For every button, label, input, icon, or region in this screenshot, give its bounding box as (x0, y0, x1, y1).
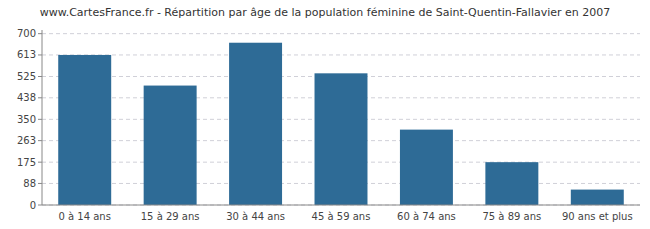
y-tick-label: 175 (17, 157, 36, 168)
chart-svg: www.CartesFrance.fr - Répartition par âg… (0, 0, 650, 229)
grid-line (42, 54, 640, 55)
y-tick-label: 88 (23, 178, 36, 189)
title: www.CartesFrance.fr - Répartition par âg… (40, 6, 611, 19)
y-tick-label: 350 (17, 114, 36, 125)
y-tick (38, 162, 42, 163)
y-tick (38, 205, 42, 206)
bar (571, 190, 624, 205)
grid-line (42, 205, 640, 206)
y-tick (38, 183, 42, 184)
y-tick (38, 76, 42, 77)
y-tick (38, 119, 42, 120)
x-tick-label: 15 à 29 ans (141, 211, 200, 222)
bars (58, 43, 624, 205)
x-tick-label: 45 à 59 ans (312, 211, 371, 222)
x-tick-label: 60 à 74 ans (397, 211, 456, 222)
y-tick (38, 97, 42, 98)
y-axis-line (42, 30, 43, 205)
grid-line (42, 33, 640, 34)
y-tick-label: 263 (17, 135, 36, 146)
bar (400, 130, 453, 205)
y-tick-label: 0 (30, 200, 36, 211)
x-tick-label: 0 à 14 ans (58, 211, 110, 222)
x-tick-label: 75 à 89 ans (482, 211, 541, 222)
x-tick-label: 90 ans et plus (562, 211, 633, 222)
y-axis: 0 88 175 263 350 438 525 613 700 (17, 28, 42, 210)
y-tick-label: 613 (17, 49, 36, 60)
bar (315, 73, 368, 205)
y-tick (38, 33, 42, 34)
bar (229, 43, 282, 205)
y-tick-label: 700 (17, 28, 36, 39)
y-tick-label: 438 (17, 92, 36, 103)
y-tick (38, 54, 42, 55)
y-tick-label: 525 (17, 71, 36, 82)
x-axis-line (42, 205, 640, 206)
x-axis: 0 à 14 ans 15 à 29 ans 30 à 44 ans 45 à 59 … (42, 205, 640, 222)
y-tick (38, 140, 42, 141)
bar (58, 55, 111, 205)
bar (485, 162, 538, 205)
x-tick-label: 30 à 44 ans (226, 211, 285, 222)
bar (144, 86, 197, 205)
grid (42, 34, 640, 205)
chart-container: www.CartesFrance.fr - Répartition par âg… (0, 0, 650, 229)
